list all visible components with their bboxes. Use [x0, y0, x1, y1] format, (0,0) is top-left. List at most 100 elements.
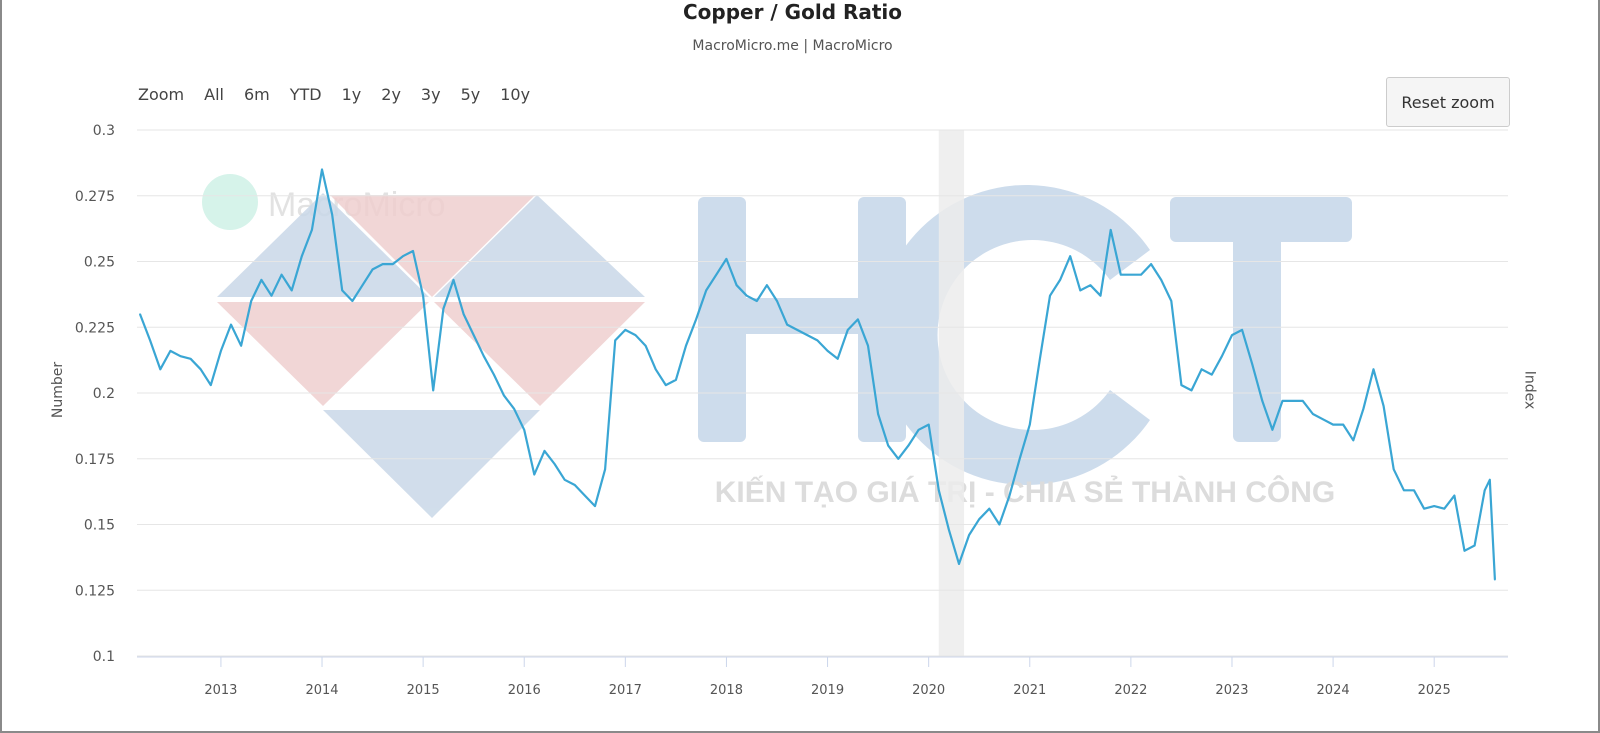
data-point	[452, 279, 455, 281]
data-point	[1210, 373, 1213, 376]
data-point	[1413, 489, 1415, 492]
data-point	[1089, 284, 1092, 286]
data-point	[1473, 544, 1476, 547]
data-point	[846, 329, 849, 331]
data-point	[1251, 363, 1254, 365]
data-point	[988, 507, 991, 510]
x-tick-label: 2014	[305, 683, 338, 698]
data-point	[715, 273, 718, 276]
data-point	[766, 284, 768, 286]
data-point	[543, 450, 546, 452]
data-point	[240, 344, 242, 347]
range-button-all[interactable]: All	[204, 85, 224, 104]
data-point	[189, 358, 192, 360]
data-point	[917, 429, 920, 431]
range-button-1y[interactable]: 1y	[341, 85, 362, 104]
range-button-6m[interactable]: 6m	[243, 85, 270, 104]
data-point	[1322, 418, 1324, 421]
x-tick-label: 2023	[1215, 683, 1248, 698]
data-point	[968, 534, 970, 536]
data-point	[1489, 478, 1491, 481]
data-point	[250, 300, 253, 302]
y-tick-label: 0.15	[84, 518, 115, 534]
range-button-3y[interactable]: 3y	[420, 85, 441, 104]
data-point	[705, 289, 708, 292]
data-point	[402, 255, 404, 258]
series-line-copper-gold-ratio	[138, 168, 1496, 580]
range-button-2y[interactable]: 2y	[381, 85, 401, 104]
data-point	[907, 444, 910, 447]
data-point	[533, 473, 536, 476]
data-point	[290, 289, 293, 292]
data-point	[857, 318, 859, 321]
data-point	[381, 263, 384, 265]
data-point	[584, 494, 586, 497]
data-point	[301, 255, 303, 258]
data-point	[159, 368, 162, 371]
data-point	[1362, 407, 1365, 410]
data-point	[1423, 507, 1425, 510]
data-point	[786, 323, 788, 326]
x-tick-label: 2021	[1013, 683, 1046, 698]
data-point	[1261, 400, 1264, 402]
data-point	[462, 313, 465, 315]
data-point	[1271, 429, 1274, 431]
data-point	[624, 329, 627, 331]
range-button-ytd[interactable]: YTD	[289, 85, 322, 104]
data-point	[412, 250, 414, 252]
data-point	[1028, 423, 1031, 426]
x-tick-label: 2018	[710, 683, 743, 698]
range-button-10y[interactable]: 10y	[500, 85, 531, 104]
data-point	[1332, 423, 1334, 426]
data-point	[139, 313, 141, 315]
reset-zoom-button[interactable]: Reset zoom	[1386, 77, 1510, 127]
data-point	[1342, 423, 1344, 426]
data-point	[1109, 229, 1112, 231]
data-point	[1008, 494, 1011, 497]
data-point	[1170, 300, 1173, 302]
data-point	[1049, 294, 1051, 297]
data-point	[260, 279, 263, 281]
range-button-5y[interactable]: 5y	[460, 85, 481, 104]
data-point	[1392, 468, 1395, 471]
x-tick-label: 2022	[1114, 683, 1147, 698]
data-point	[1059, 279, 1061, 281]
data-point	[280, 273, 283, 276]
chart-subtitle: MacroMicro.me | MacroMicro	[692, 38, 893, 54]
hct-diamond-logo	[217, 193, 645, 518]
data-point	[675, 379, 677, 381]
data-point	[1140, 273, 1142, 276]
x-tick-label: 2024	[1317, 683, 1350, 698]
data-point	[745, 294, 748, 297]
data-point	[169, 350, 172, 352]
x-tick-label: 2017	[609, 683, 642, 698]
data-point	[391, 263, 394, 265]
data-point	[321, 168, 323, 171]
data-point	[1241, 329, 1243, 331]
data-point	[371, 268, 374, 271]
data-point	[523, 429, 526, 431]
data-point	[442, 308, 445, 310]
data-point	[604, 468, 606, 471]
x-tick-label: 2025	[1418, 683, 1451, 698]
data-point	[1099, 294, 1102, 297]
data-point	[685, 344, 687, 347]
data-point	[482, 355, 485, 357]
data-point	[1150, 263, 1152, 265]
data-point	[937, 489, 940, 492]
hct-slogan-watermark: KIẾN TẠO GIÁ TRỊ - CHIA SẺ THÀNH CÔNG	[715, 475, 1336, 509]
data-point	[634, 334, 637, 336]
data-point	[644, 344, 647, 347]
data-point	[1190, 389, 1193, 392]
data-point	[472, 334, 475, 336]
data-point	[1463, 550, 1466, 552]
data-point	[806, 334, 809, 336]
data-point	[776, 300, 778, 302]
y-axis-title: Number	[50, 361, 67, 419]
data-point	[513, 407, 515, 410]
data-point	[270, 294, 273, 297]
data-point	[1433, 505, 1435, 507]
data-point	[493, 373, 495, 376]
data-point	[654, 368, 657, 371]
